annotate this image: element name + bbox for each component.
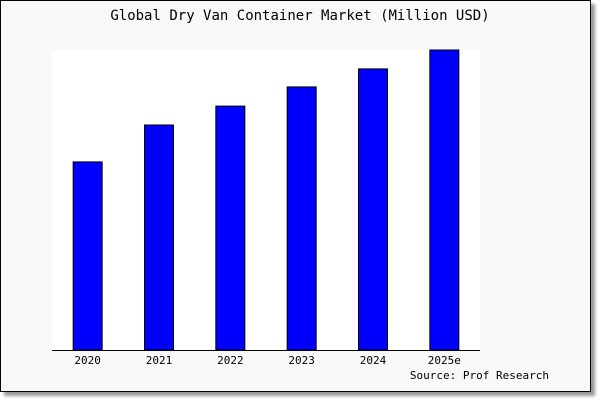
plot-area	[52, 50, 480, 350]
x-tick-label: 2023	[288, 354, 315, 367]
chart-title: Global Dry Van Container Market (Million…	[110, 8, 489, 24]
x-tick-label: 2025e	[428, 354, 461, 367]
bar-2024	[358, 68, 388, 351]
bar-2025e	[429, 49, 460, 351]
bar-2023	[286, 86, 317, 351]
x-tick-label: 2021	[146, 354, 173, 367]
bar-2021	[144, 124, 174, 351]
bar-2020	[72, 161, 103, 351]
x-tick-label: 2020	[74, 354, 101, 367]
x-tick-label: 2022	[217, 354, 244, 367]
bar-2022	[215, 105, 246, 351]
x-tick-label: 2024	[360, 354, 387, 367]
source-annotation: Source: Prof Research	[410, 369, 549, 382]
